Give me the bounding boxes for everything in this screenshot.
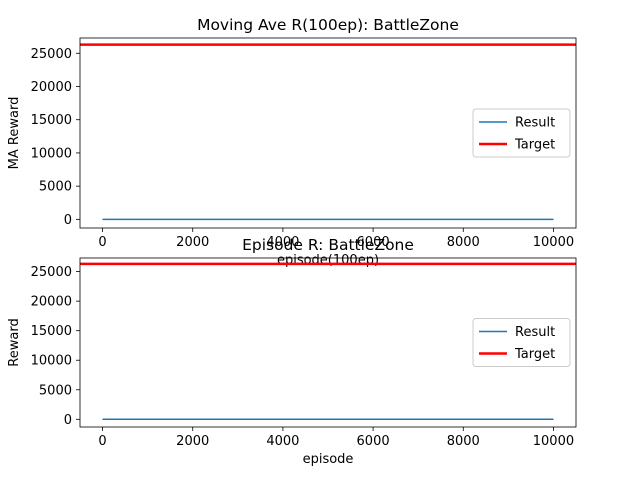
y-axis-label: Reward [7, 318, 22, 366]
y-tick-label: 20000 [31, 295, 72, 310]
chart-panel-2: 0 2000 4000 6000 8000 10000 0 5000 10000 15000 200… [7, 236, 577, 467]
x-tick-label: 6000 [357, 235, 390, 250]
x-tick-label: 6000 [357, 434, 390, 449]
x-tick-label: 8000 [447, 235, 480, 250]
chart-title: Episode R: BattleZone [242, 236, 414, 254]
legend-label-result: Result [515, 116, 555, 131]
legend: Result Target [472, 108, 571, 158]
x-tick-label: 10000 [533, 235, 574, 250]
legend-label-target: Target [514, 347, 555, 362]
x-axis-label: episode(100ep) [277, 253, 379, 268]
plot-frame [79, 257, 577, 428]
y-tick-label: 10000 [31, 354, 72, 369]
y-tick-label: 25000 [31, 265, 72, 280]
y-tick-label: 25000 [31, 47, 72, 62]
y-tick-label: 20000 [31, 80, 72, 95]
legend-label-target: Target [514, 138, 555, 153]
chart-title: Moving Ave R(100ep): BattleZone [197, 16, 459, 34]
y-tick-label: 15000 [31, 324, 72, 339]
x-tick-label: 10000 [533, 434, 574, 449]
chart-panel-1: 0 2000 4000 6000 8000 10000 0 5000 10000 15000 200… [7, 16, 577, 268]
x-tick-label: 0 [98, 434, 106, 449]
x-tick-label: 4000 [266, 235, 299, 250]
y-tick-label: 15000 [31, 113, 72, 128]
legend: Result Target [472, 318, 571, 367]
x-tick-label: 8000 [447, 434, 480, 449]
plot-frame [79, 37, 577, 229]
y-axis-label: MA Reward [7, 97, 22, 170]
x-tick-label: 2000 [176, 235, 209, 250]
x-tick-label: 2000 [176, 434, 209, 449]
legend-label-result: Result [515, 325, 555, 340]
x-axis-label: episode [303, 452, 354, 467]
x-tick-label: 4000 [266, 434, 299, 449]
x-tick-label: 0 [98, 235, 106, 250]
y-tick-label: 5000 [39, 180, 72, 195]
y-tick-label: 0 [64, 213, 72, 228]
y-tick-label: 5000 [39, 383, 72, 398]
y-tick-label: 0 [64, 413, 72, 428]
y-tick-label: 10000 [31, 146, 72, 161]
